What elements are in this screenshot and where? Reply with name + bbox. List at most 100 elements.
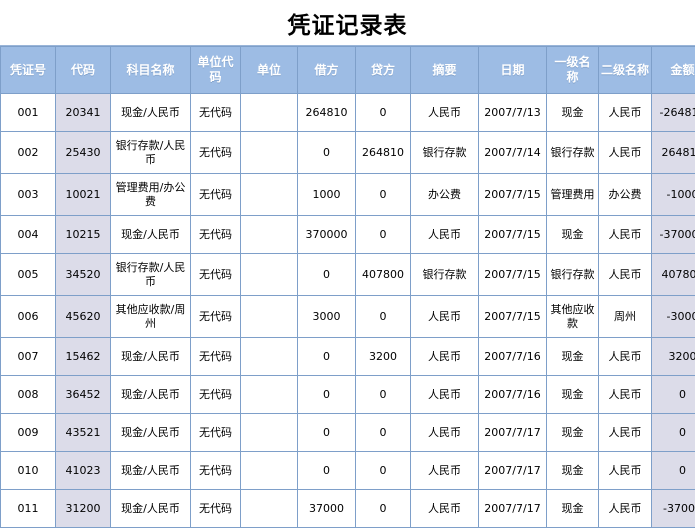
cell-level1_name[interactable]: 银行存款 bbox=[547, 132, 599, 174]
column-header-unit-code[interactable]: 单位代码 bbox=[191, 47, 241, 94]
cell-memo[interactable]: 办公费 bbox=[411, 174, 479, 216]
cell-subject_name[interactable]: 现金/人民币 bbox=[111, 216, 191, 254]
column-header-code[interactable]: 代码 bbox=[56, 47, 111, 94]
cell-voucher_no[interactable]: 002 bbox=[1, 132, 56, 174]
cell-code[interactable]: 10021 bbox=[56, 174, 111, 216]
cell-date[interactable]: 2007/7/15 bbox=[479, 296, 547, 338]
cell-memo[interactable]: 人民币 bbox=[411, 414, 479, 452]
cell-debit[interactable]: 0 bbox=[298, 338, 356, 376]
cell-level2_name[interactable]: 周州 bbox=[599, 296, 652, 338]
cell-voucher_no[interactable]: 010 bbox=[1, 452, 56, 490]
cell-unit[interactable] bbox=[241, 490, 298, 528]
cell-date[interactable]: 2007/7/16 bbox=[479, 376, 547, 414]
cell-amount[interactable]: -264810 bbox=[652, 94, 695, 132]
cell-unit_code[interactable]: 无代码 bbox=[191, 338, 241, 376]
column-header-amount[interactable]: 金额 bbox=[652, 47, 695, 94]
cell-amount[interactable]: 264810 bbox=[652, 132, 695, 174]
column-header-credit[interactable]: 贷方 bbox=[356, 47, 411, 94]
cell-amount[interactable]: -370000 bbox=[652, 216, 695, 254]
cell-level1_name[interactable]: 现金 bbox=[547, 216, 599, 254]
cell-code[interactable]: 31200 bbox=[56, 490, 111, 528]
cell-date[interactable]: 2007/7/15 bbox=[479, 174, 547, 216]
cell-subject_name[interactable]: 现金/人民币 bbox=[111, 94, 191, 132]
cell-level2_name[interactable]: 人民币 bbox=[599, 414, 652, 452]
cell-unit[interactable] bbox=[241, 296, 298, 338]
cell-date[interactable]: 2007/7/15 bbox=[479, 254, 547, 296]
cell-voucher_no[interactable]: 007 bbox=[1, 338, 56, 376]
cell-code[interactable]: 41023 bbox=[56, 452, 111, 490]
cell-unit_code[interactable]: 无代码 bbox=[191, 174, 241, 216]
cell-date[interactable]: 2007/7/14 bbox=[479, 132, 547, 174]
cell-credit[interactable]: 0 bbox=[356, 216, 411, 254]
cell-subject_name[interactable]: 现金/人民币 bbox=[111, 452, 191, 490]
cell-unit[interactable] bbox=[241, 132, 298, 174]
cell-level1_name[interactable]: 现金 bbox=[547, 338, 599, 376]
cell-debit[interactable]: 264810 bbox=[298, 94, 356, 132]
cell-unit_code[interactable]: 无代码 bbox=[191, 94, 241, 132]
cell-date[interactable]: 2007/7/17 bbox=[479, 452, 547, 490]
cell-level2_name[interactable]: 人民币 bbox=[599, 254, 652, 296]
cell-subject_name[interactable]: 管理费用/办公费 bbox=[111, 174, 191, 216]
cell-code[interactable]: 43521 bbox=[56, 414, 111, 452]
cell-level2_name[interactable]: 人民币 bbox=[599, 452, 652, 490]
cell-unit[interactable] bbox=[241, 414, 298, 452]
cell-amount[interactable]: 0 bbox=[652, 376, 695, 414]
cell-credit[interactable]: 0 bbox=[356, 174, 411, 216]
cell-level1_name[interactable]: 现金 bbox=[547, 490, 599, 528]
cell-unit[interactable] bbox=[241, 376, 298, 414]
cell-unit[interactable] bbox=[241, 94, 298, 132]
cell-credit[interactable]: 0 bbox=[356, 296, 411, 338]
cell-debit[interactable]: 0 bbox=[298, 132, 356, 174]
cell-subject_name[interactable]: 银行存款/人民币 bbox=[111, 132, 191, 174]
cell-unit[interactable] bbox=[241, 338, 298, 376]
cell-subject_name[interactable]: 现金/人民币 bbox=[111, 376, 191, 414]
cell-subject_name[interactable]: 现金/人民币 bbox=[111, 338, 191, 376]
column-header-debit[interactable]: 借方 bbox=[298, 47, 356, 94]
cell-voucher_no[interactable]: 001 bbox=[1, 94, 56, 132]
cell-debit[interactable]: 0 bbox=[298, 254, 356, 296]
cell-unit[interactable] bbox=[241, 254, 298, 296]
cell-memo[interactable]: 人民币 bbox=[411, 452, 479, 490]
cell-memo[interactable]: 银行存款 bbox=[411, 254, 479, 296]
cell-subject_name[interactable]: 现金/人民币 bbox=[111, 490, 191, 528]
cell-level1_name[interactable]: 管理费用 bbox=[547, 174, 599, 216]
column-header-memo[interactable]: 摘要 bbox=[411, 47, 479, 94]
cell-amount[interactable]: -37000 bbox=[652, 490, 695, 528]
cell-voucher_no[interactable]: 011 bbox=[1, 490, 56, 528]
cell-debit[interactable]: 370000 bbox=[298, 216, 356, 254]
cell-subject_name[interactable]: 现金/人民币 bbox=[111, 414, 191, 452]
cell-subject_name[interactable]: 银行存款/人民币 bbox=[111, 254, 191, 296]
column-header-voucher-no[interactable]: 凭证号 bbox=[1, 47, 56, 94]
cell-debit[interactable]: 0 bbox=[298, 452, 356, 490]
cell-level1_name[interactable]: 现金 bbox=[547, 452, 599, 490]
cell-code[interactable]: 36452 bbox=[56, 376, 111, 414]
cell-credit[interactable]: 0 bbox=[356, 376, 411, 414]
column-header-date[interactable]: 日期 bbox=[479, 47, 547, 94]
column-header-level2-name[interactable]: 二级名称 bbox=[599, 47, 652, 94]
cell-level2_name[interactable]: 人民币 bbox=[599, 216, 652, 254]
cell-debit[interactable]: 37000 bbox=[298, 490, 356, 528]
column-header-subject-name[interactable]: 科目名称 bbox=[111, 47, 191, 94]
cell-level2_name[interactable]: 人民币 bbox=[599, 490, 652, 528]
cell-code[interactable]: 15462 bbox=[56, 338, 111, 376]
cell-memo[interactable]: 人民币 bbox=[411, 376, 479, 414]
cell-debit[interactable]: 1000 bbox=[298, 174, 356, 216]
cell-amount[interactable]: 3200 bbox=[652, 338, 695, 376]
cell-unit_code[interactable]: 无代码 bbox=[191, 490, 241, 528]
cell-voucher_no[interactable]: 006 bbox=[1, 296, 56, 338]
cell-code[interactable]: 10215 bbox=[56, 216, 111, 254]
cell-credit[interactable]: 264810 bbox=[356, 132, 411, 174]
cell-unit_code[interactable]: 无代码 bbox=[191, 452, 241, 490]
cell-memo[interactable]: 人民币 bbox=[411, 338, 479, 376]
cell-code[interactable]: 20341 bbox=[56, 94, 111, 132]
cell-memo[interactable]: 人民币 bbox=[411, 216, 479, 254]
cell-voucher_no[interactable]: 004 bbox=[1, 216, 56, 254]
